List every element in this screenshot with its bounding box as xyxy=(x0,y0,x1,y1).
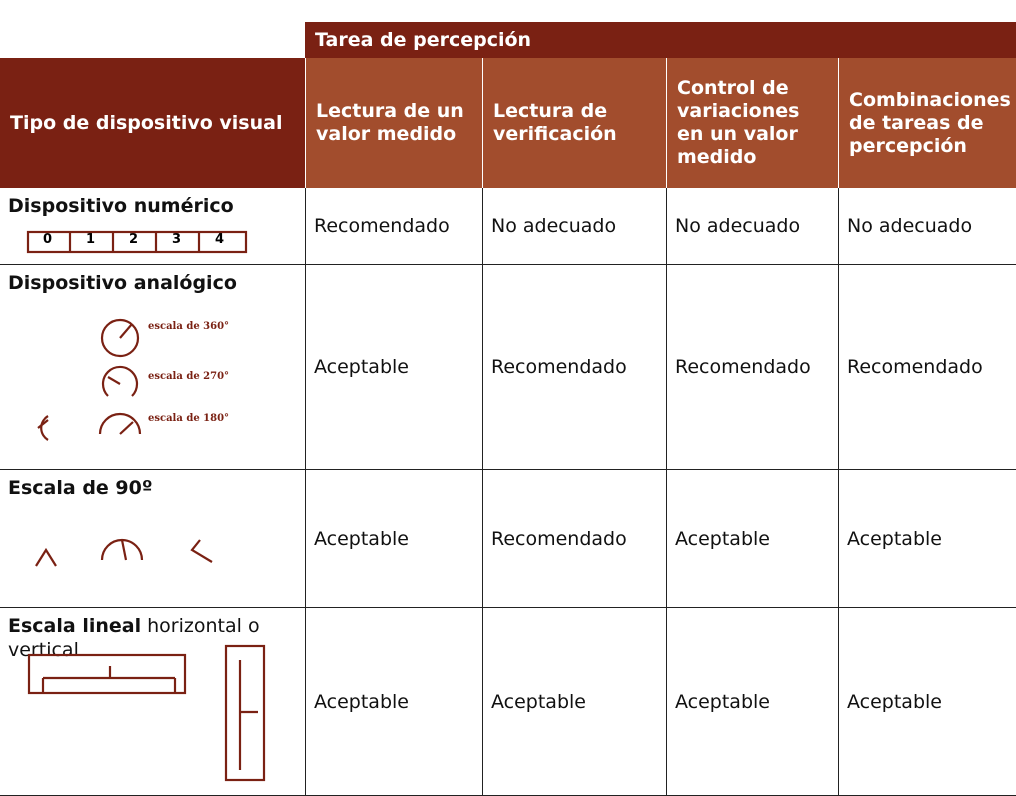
rating-cell: Recomendado xyxy=(482,265,666,470)
device-name: Escala de 90º xyxy=(8,477,153,499)
column-header: Lectura de verificación xyxy=(482,58,666,188)
scale-label: escala de 180° xyxy=(148,413,230,424)
device-cell: Escala de 90º xyxy=(0,470,305,608)
device-cell: Escala lineal horizontal o vertical xyxy=(0,608,305,796)
rating-cell: Aceptable xyxy=(666,608,838,796)
rating-cell: Aceptable xyxy=(482,608,666,796)
column-header: Control de variaciones en un valor medid… xyxy=(666,58,838,188)
rating-cell: Recomendado xyxy=(838,265,1016,470)
group-header: Tarea de percepción xyxy=(305,22,1016,58)
digit: 4 xyxy=(215,232,225,247)
rating-cell: Recomendado xyxy=(666,265,838,470)
device-detail: horizontal o vertical xyxy=(8,615,260,661)
device-name: Dispositivo analógico xyxy=(8,272,237,294)
rating-cell: Aceptable xyxy=(838,470,1016,608)
device-name: Dispositivo numérico xyxy=(8,195,234,217)
rating-cell: Recomendado xyxy=(482,470,666,608)
digit: 2 xyxy=(129,232,139,247)
rating-cell: No adecuado xyxy=(666,188,838,265)
rating-cell: Aceptable xyxy=(666,470,838,608)
rating-cell: No adecuado xyxy=(482,188,666,265)
rating-cell: Aceptable xyxy=(305,265,482,470)
device-cell: Dispositivo numérico xyxy=(0,188,305,265)
digit: 0 xyxy=(43,232,53,247)
device-cell: Dispositivo analógico xyxy=(0,265,305,470)
rating-cell: Aceptable xyxy=(305,470,482,608)
icons xyxy=(26,230,266,782)
device-name: Escala lineal xyxy=(8,615,142,637)
scale-label: escala de 360° xyxy=(148,321,230,332)
digit: 1 xyxy=(86,232,96,247)
row-header: Tipo de dispositivo visual xyxy=(0,58,305,188)
rating-cell: Aceptable xyxy=(838,608,1016,796)
rating-cell: Aceptable xyxy=(305,608,482,796)
column-header: Lectura de un valor medido xyxy=(305,58,482,188)
digit: 3 xyxy=(172,232,182,247)
rating-cell: Recomendado xyxy=(305,188,482,265)
rating-cell: No adecuado xyxy=(838,188,1016,265)
scale-label: escala de 270° xyxy=(148,371,230,382)
column-header: Combinaciones de tareas de percepción xyxy=(838,58,1016,188)
